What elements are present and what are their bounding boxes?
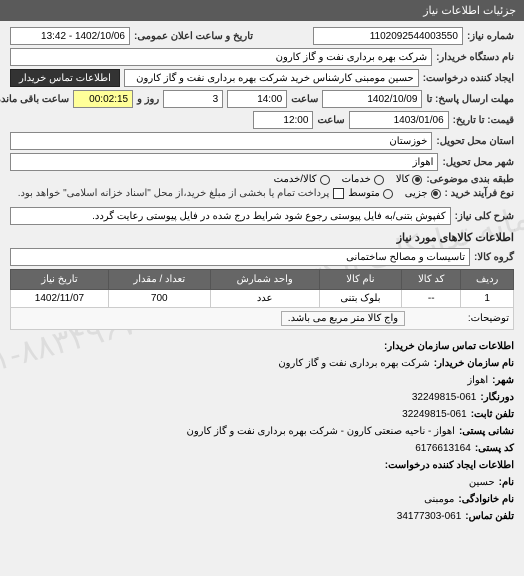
td-name: بلوک بتنی (319, 290, 401, 308)
td-qty: 700 (108, 290, 210, 308)
th-row: ردیف (461, 270, 514, 290)
phone-value: 32249815-061 (402, 406, 467, 423)
td-row: 1 (461, 290, 514, 308)
table-note-cell: توضیحات: واج کالا متر مربع می باشد. (11, 308, 514, 330)
table-note-row: توضیحات: واج کالا متر مربع می باشد. (11, 308, 514, 330)
radio-partial[interactable]: جزیی (405, 188, 441, 199)
td-unit: عدد (210, 290, 319, 308)
price-time-label: ساعت (317, 115, 344, 126)
days-field: 3 (163, 90, 223, 108)
announce-field: 1402/10/06 - 13:42 (10, 27, 130, 45)
price-label: قیمت: تا تاریخ: (453, 115, 514, 126)
price-date-field: 1403/01/06 (349, 111, 449, 129)
goods-section-title: اطلاعات کالاهای مورد نیاز (10, 231, 514, 244)
creator-label: ایجاد کننده درخواست: (423, 73, 514, 84)
th-unit: واحد شمارش (210, 270, 319, 290)
header-bar: جزئیات اطلاعات نیاز (0, 0, 524, 21)
buyer-label: نام دستگاه خریدار: (436, 52, 514, 63)
td-code: -- (402, 290, 461, 308)
need-number-label: شماره نیاز: (467, 31, 514, 42)
contact-section: اطلاعات تماس سازمان خریدار: نام سازمان خ… (10, 338, 514, 525)
radio-medium[interactable]: متوسط (348, 188, 392, 199)
contact-phone-label: تلفن تماس: (465, 508, 514, 525)
goods-group-field: تاسیسات و مصالح ساختمانی (10, 248, 470, 266)
creator-field: حسین مومبنی کارشناس خرید شرکت بهره بردار… (124, 69, 419, 87)
name-label: نام: (499, 474, 514, 491)
desc-field: کفپوش بتنی/به فایل پیوستی رجوع شود شرایط… (10, 207, 451, 225)
table-row: 1 -- بلوک بتنی عدد 700 1402/11/07 (11, 290, 514, 308)
note-value: واج کالا متر مربع می باشد. (281, 311, 405, 326)
radio-dot-icon (431, 189, 441, 199)
main-content: شماره نیاز: 1102092544003550 تاریخ و ساع… (0, 21, 524, 531)
radio-khadamat[interactable]: خدمات (342, 174, 384, 185)
radio-dot-icon (320, 175, 330, 185)
category-label: طبقه بندی موضوعی: (426, 174, 514, 185)
remaining-time-field: 00:02:15 (73, 90, 133, 108)
announce-label: تاریخ و ساعت اعلان عمومی: (134, 31, 253, 42)
deadline-date-field: 1402/10/09 (322, 90, 422, 108)
radio-both[interactable]: کالا/خدمت (274, 174, 330, 185)
goods-group-label: گروه کالا: (474, 252, 514, 263)
fax-value: 32249815-061 (412, 389, 477, 406)
th-qty: تعداد / مقدار (108, 270, 210, 290)
buyer-field: شرکت بهره برداری نفت و گاز کارون (10, 48, 432, 66)
header-title: جزئیات اطلاعات نیاز (423, 5, 516, 17)
province-field: خوزستان (10, 132, 432, 150)
postal-label: کد پستی: (475, 440, 514, 457)
contact-button[interactable]: اطلاعات تماس خریدار (10, 69, 120, 87)
deadline-send-label: مهلت ارسال پاسخ: تا (426, 94, 514, 105)
radio-dot-icon (374, 175, 384, 185)
lastname-value: مومبنی (424, 491, 454, 508)
contact-section-title: اطلاعات تماس سازمان خریدار: (10, 338, 514, 355)
org-value: شرکت بهره برداری نفت و گاز کارون (278, 355, 429, 372)
lastname-label: نام خانوادگی: (458, 491, 514, 508)
province-label: استان محل تحویل: (436, 136, 514, 147)
th-code: کد کالا (402, 270, 461, 290)
need-number-field: 1102092544003550 (313, 27, 463, 45)
phone-label: تلفن ثابت: (471, 406, 514, 423)
note-label: توضیحات: (468, 313, 509, 324)
th-name: نام کالا (319, 270, 401, 290)
category-radio-group: کالا خدمات کالا/خدمت (274, 174, 423, 185)
deadline-time-label: ساعت (291, 94, 318, 105)
contact-phone-value: 34177303-061 (397, 508, 462, 525)
days-label: روز و (137, 94, 159, 105)
purchase-radio-group: جزیی متوسط (348, 188, 440, 199)
contact-city-label: شهر: (492, 372, 514, 389)
postal-value: 6176613164 (415, 440, 471, 457)
org-label: نام سازمان خریدار: (434, 355, 514, 372)
radio-kala[interactable]: کالا (396, 174, 423, 185)
city-field: اهواز (10, 153, 438, 171)
fax-label: دورنگار: (480, 389, 514, 406)
checkbox-treasury[interactable] (333, 188, 344, 199)
radio-dot-icon (383, 189, 393, 199)
td-date: 1402/11/07 (11, 290, 109, 308)
name-value: حسین (469, 474, 495, 491)
creator-section-title: اطلاعات ایجاد کننده درخواست: (10, 457, 514, 474)
table-header-row: ردیف کد کالا نام کالا واحد شمارش تعداد /… (11, 270, 514, 290)
price-time-field: 12:00 (253, 111, 313, 129)
desc-label: شرح کلی نیاز: (455, 211, 514, 222)
th-date: تاریخ نیاز (11, 270, 109, 290)
goods-table: ردیف کد کالا نام کالا واحد شمارش تعداد /… (10, 269, 514, 330)
deadline-time-field: 14:00 (227, 90, 287, 108)
contact-city-value: اهواز (467, 372, 488, 389)
purchase-type-label: نوع فرآیند خرید : (445, 188, 514, 199)
address-value: اهواز - ناحیه صنعتی کارون - شرکت بهره بر… (186, 423, 454, 440)
remaining-label: ساعت باقی مانده (0, 94, 69, 105)
purchase-note: پرداخت تمام یا بخشی از مبلغ خرید،از محل … (18, 188, 330, 199)
city-label: شهر محل تحویل: (442, 157, 514, 168)
address-label: نشانی پستی: (459, 423, 514, 440)
radio-dot-icon (412, 175, 422, 185)
